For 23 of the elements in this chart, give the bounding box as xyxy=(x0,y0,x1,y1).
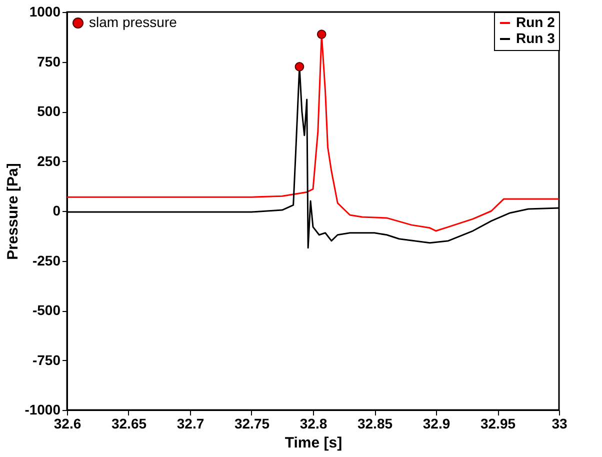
x-tick-label: 32.6 xyxy=(54,416,82,432)
x-tick-label: 33 xyxy=(552,416,568,432)
x-tick-label: 32.65 xyxy=(111,416,147,432)
y-tick-label: 0 xyxy=(52,202,61,218)
x-tick-label: 32.7 xyxy=(176,416,204,432)
y-tick-label: -750 xyxy=(32,352,61,368)
y-tick-label: 1000 xyxy=(29,4,61,20)
legend-label: Run 3 xyxy=(516,30,556,46)
x-tick-label: 32.95 xyxy=(480,416,516,432)
x-tick-label: 32.9 xyxy=(422,416,450,432)
y-axis-title: Pressure [Pa] xyxy=(4,163,22,260)
y-tick-label: 750 xyxy=(37,53,61,70)
y-tick-label: -500 xyxy=(32,302,61,318)
x-tick-label: 32.8 xyxy=(300,416,328,432)
legend-label: Run 2 xyxy=(516,14,556,30)
legend-label: slam pressure xyxy=(89,14,178,30)
y-tick-label: 250 xyxy=(37,152,61,169)
x-axis-title: Time [s] xyxy=(284,434,342,452)
y-tick-label: 500 xyxy=(37,103,61,119)
y-tick-label: -250 xyxy=(32,252,61,268)
x-tick-label: 32.85 xyxy=(357,416,393,432)
x-tick-label: 32.75 xyxy=(234,416,270,432)
y-tick-label: -1000 xyxy=(24,402,61,418)
